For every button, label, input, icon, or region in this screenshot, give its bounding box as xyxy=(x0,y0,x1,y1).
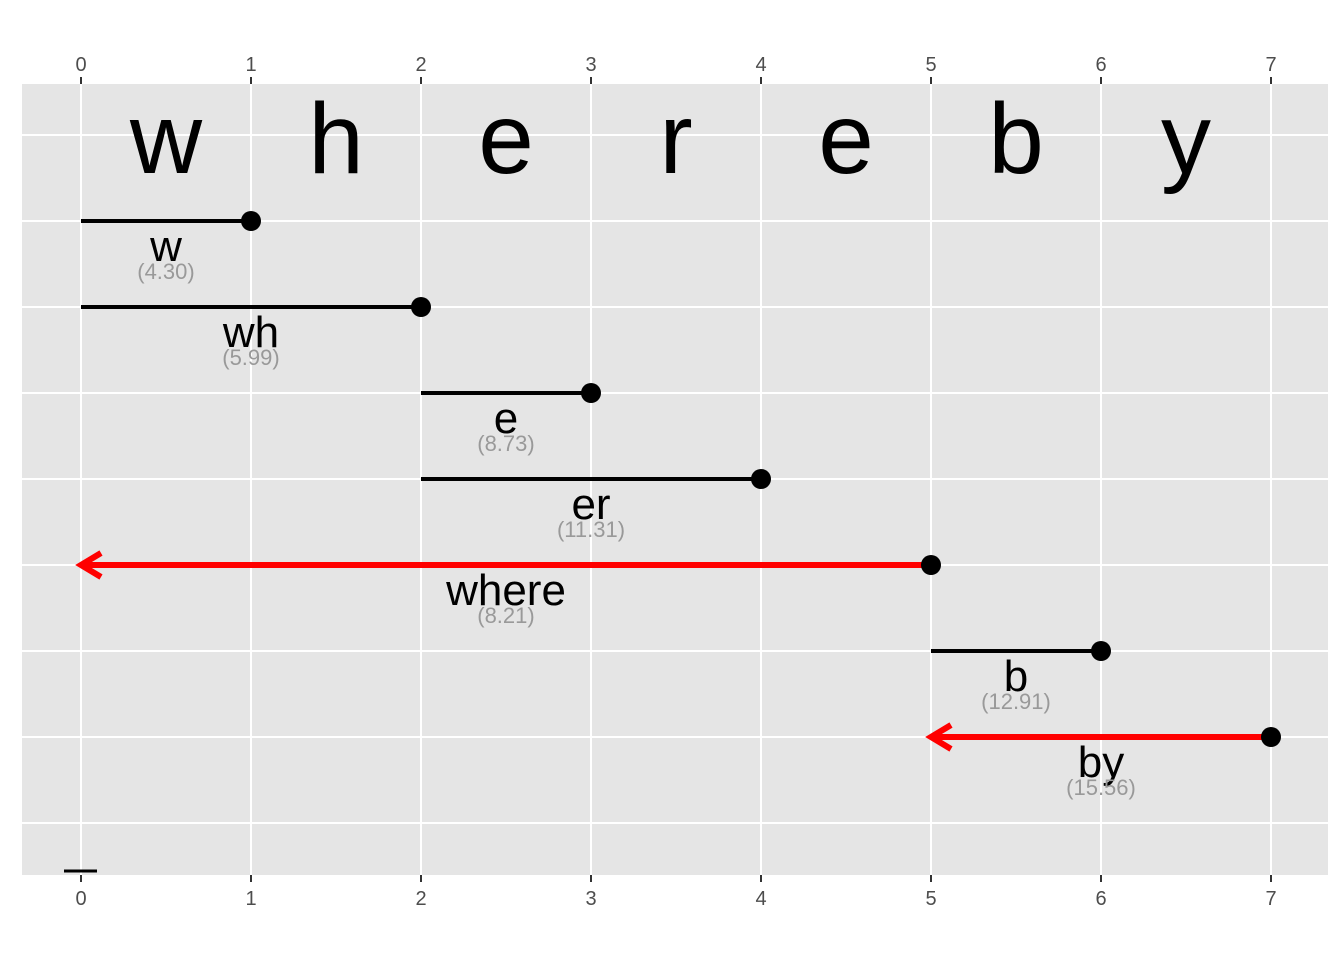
segment-score-er: (11.31) xyxy=(557,517,625,542)
segments-layer: w(4.30)wh(5.99)e(8.73)er(11.31)where(8.2… xyxy=(75,211,1281,800)
segment-label-where: where xyxy=(445,566,566,615)
letter-0: w xyxy=(129,83,203,195)
segment-score-w: (4.30) xyxy=(137,259,194,284)
segment-label-e: e xyxy=(494,394,518,443)
segment-by: by(15.56) xyxy=(925,722,1281,800)
segment-endpoint-where xyxy=(921,555,941,575)
letter-1: h xyxy=(308,83,364,195)
top-tick-label-5: 5 xyxy=(925,54,936,76)
segment-b: b(12.91) xyxy=(931,641,1111,714)
segment-label-by: by xyxy=(1078,738,1124,787)
segment-e: e(8.73) xyxy=(421,383,601,456)
letter-5: b xyxy=(988,83,1044,195)
segment-score-where: (8.21) xyxy=(477,603,534,628)
top-tick-label-1: 1 xyxy=(245,54,256,76)
bottom-tick-label-7: 7 xyxy=(1265,888,1276,910)
top-tick-label-4: 4 xyxy=(755,54,766,76)
letter-3: r xyxy=(659,83,692,195)
segment-label-wh: wh xyxy=(222,308,279,357)
segment-endpoint-w xyxy=(241,211,261,231)
segment-endpoint-wh xyxy=(411,297,431,317)
segment-score-wh: (5.99) xyxy=(222,345,279,370)
segment-label-w: w xyxy=(149,222,182,271)
top-axis: 0 1 2 3 4 5 6 7 xyxy=(75,54,1277,84)
segment-endpoint-e xyxy=(581,383,601,403)
top-tick-label-7: 7 xyxy=(1265,54,1276,76)
segment-score-e: (8.73) xyxy=(477,431,534,456)
letter-4: e xyxy=(818,83,874,195)
segment-endpoint-er xyxy=(751,469,771,489)
bottom-tick-label-6: 6 xyxy=(1095,888,1106,910)
bottom-tick-label-0: 0 xyxy=(75,888,86,910)
segment-arrow-head-where xyxy=(75,550,103,580)
top-tick-label-2: 2 xyxy=(415,54,426,76)
bottom-tick-label-1: 1 xyxy=(245,888,256,910)
segment-w: w(4.30) xyxy=(81,211,261,284)
bottom-tick-label-4: 4 xyxy=(755,888,766,910)
segment-score-by: (15.56) xyxy=(1066,775,1136,800)
segment-wh: wh(5.99) xyxy=(81,297,431,370)
segment-arrow-head-by xyxy=(925,722,953,752)
letter-2: e xyxy=(478,83,534,195)
segment-endpoint-b xyxy=(1091,641,1111,661)
bottom-tick-label-5: 5 xyxy=(925,888,936,910)
segment-where: where(8.21) xyxy=(75,550,941,628)
segment-label-b: b xyxy=(1004,652,1028,701)
bottom-tick-label-2: 2 xyxy=(415,888,426,910)
segment-score-b: (12.91) xyxy=(981,689,1051,714)
bottom-tick-label-3: 3 xyxy=(585,888,596,910)
segment-er: er(11.31) xyxy=(421,469,771,542)
top-tick-label-0: 0 xyxy=(75,54,86,76)
segment-label-er: er xyxy=(571,480,610,529)
top-tick-label-3: 3 xyxy=(585,54,596,76)
letter-6: y xyxy=(1161,83,1211,195)
bottom-axis: 0 1 2 3 4 5 6 7 xyxy=(75,875,1277,910)
segment-endpoint-by xyxy=(1261,727,1281,747)
top-tick-label-6: 6 xyxy=(1095,54,1106,76)
